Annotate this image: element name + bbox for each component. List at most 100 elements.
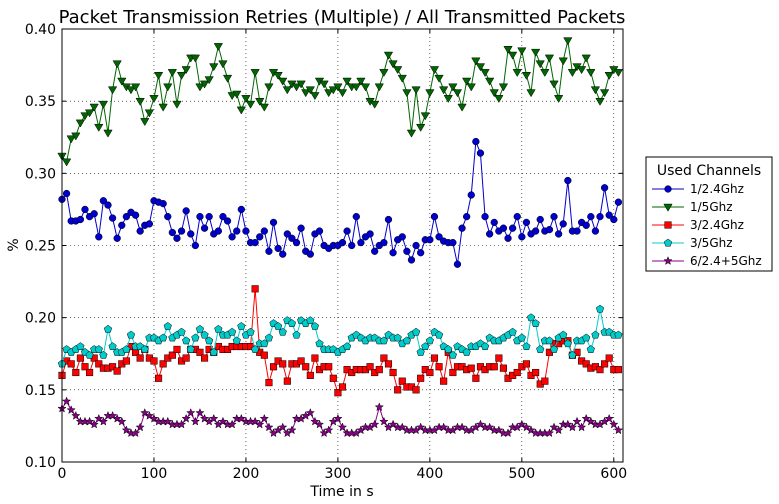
series-0-point-103 [531,227,540,235]
series-2-point-12 [113,367,121,375]
series-0-point-91 [476,149,485,157]
series-4-point-72 [388,419,398,429]
series-0-point-36 [223,217,232,225]
series-0-point-93 [485,230,494,238]
series-0-point-90 [472,137,480,146]
series-1-point-32 [204,76,214,85]
series-1-point-78 [416,123,426,132]
series-0-point-45 [265,247,273,255]
legend-marker-2 [664,221,672,229]
legend: Used Channels 1/2.4Ghz 1/5Ghz 3/2.4Ghz 3/5G… [645,156,773,272]
series-0-point-51 [292,238,301,247]
x-tick-label-6: 600 [600,466,627,482]
series-1-point-13 [117,77,127,86]
series-2-point-80 [426,368,434,377]
series-4-point-121 [613,425,624,435]
legend-label-3: 3/5Ghz [690,236,733,250]
series-0-point-75 [403,247,411,255]
series-3-point-31 [200,330,209,339]
series-2-point-101 [522,360,530,368]
series-3-point-22 [159,333,168,342]
series-1-point-117 [595,97,605,106]
series-0-point-82 [435,233,443,241]
series-0-point-89 [467,191,475,199]
series-0-point-22 [159,199,167,208]
series-0-point-29 [191,241,200,250]
series-0-point-11 [108,214,117,222]
series-3-point-37 [228,327,237,336]
series-4-point-95 [494,425,504,435]
series-4-point-61 [337,422,348,432]
series-0-point-4 [76,215,85,224]
series-2-point-83 [440,377,448,385]
series-0-point-23 [164,212,172,221]
series-3-point-48 [278,327,287,336]
series-3-point-98 [508,327,517,336]
legend-label-4: 6/2.4+5Ghz [690,254,762,268]
legend-marker-4 [663,256,673,265]
series-1-point-94 [489,89,499,98]
series-0-point-32 [205,212,213,221]
series-4-point-74 [397,422,407,432]
series-1-point-11 [107,86,118,95]
series-1-point-45 [264,83,274,92]
series-3-point-8 [94,345,103,353]
series-4-point-13 [117,416,127,426]
series-1-point-25 [172,100,182,109]
series-1-point-83 [439,86,449,95]
series-4-point-14 [121,425,132,435]
series-1-point-111 [567,69,578,77]
series-1-point-116 [590,86,601,95]
series-4-point-39 [236,413,246,423]
series-4-point-16 [130,428,141,438]
series-1-point-19 [144,109,155,118]
series-2-point-114 [582,360,590,368]
y-tick-label-3: 0.25 [25,239,56,255]
series-2-point-89 [467,364,475,372]
series-4-point-44 [259,413,269,423]
series-0-point-63 [348,241,356,250]
series-4-point-54 [305,408,315,417]
series-1-point-59 [328,86,338,95]
series-0-point-88 [463,212,471,221]
series-3-point-116 [591,330,600,339]
series-1-point-69 [374,83,384,92]
series-0-point-92 [481,212,489,221]
series-4-point-48 [278,422,288,432]
series-1-point-75 [402,89,412,98]
series-0-point-72 [389,249,397,257]
series-0-point-87 [458,224,466,232]
series-3-point-44 [260,339,269,348]
series-4-point-119 [604,413,614,423]
series-4-point-6 [84,416,95,426]
legend-label-2: 3/2.4Ghz [690,218,744,232]
series-4-point-100 [517,419,527,429]
series-3-point-11 [108,342,117,351]
series-4-point-42 [250,416,260,426]
series-1-point-61 [337,89,348,98]
series-2-point-119 [605,354,613,362]
series-1-point-81 [429,66,440,75]
series-4-point-70 [379,416,389,426]
series-0-point-38 [233,227,241,235]
series-4-point-110 [563,419,573,429]
series-2-point-69 [375,366,383,374]
series-2-point-44 [260,351,268,359]
series-3-point-85 [448,350,457,359]
series-0-point-40 [242,227,250,235]
series-0-point-67 [366,230,374,238]
series-2-point-14 [122,357,130,365]
series-3-point-54 [306,316,315,325]
series-0-point-12 [113,234,121,242]
series-2-point-52 [297,357,305,365]
series-1-point-7 [89,103,99,112]
legend-marker-3 [663,238,673,247]
series-2 [58,285,622,397]
series-0-point-76 [407,256,416,264]
series-4-point-8 [94,413,104,423]
series-2-point-85 [449,368,457,377]
series-3 [57,304,623,368]
series-1-point-4 [75,119,86,128]
series-4-point-29 [190,416,201,426]
series-1-point-2 [66,135,76,144]
